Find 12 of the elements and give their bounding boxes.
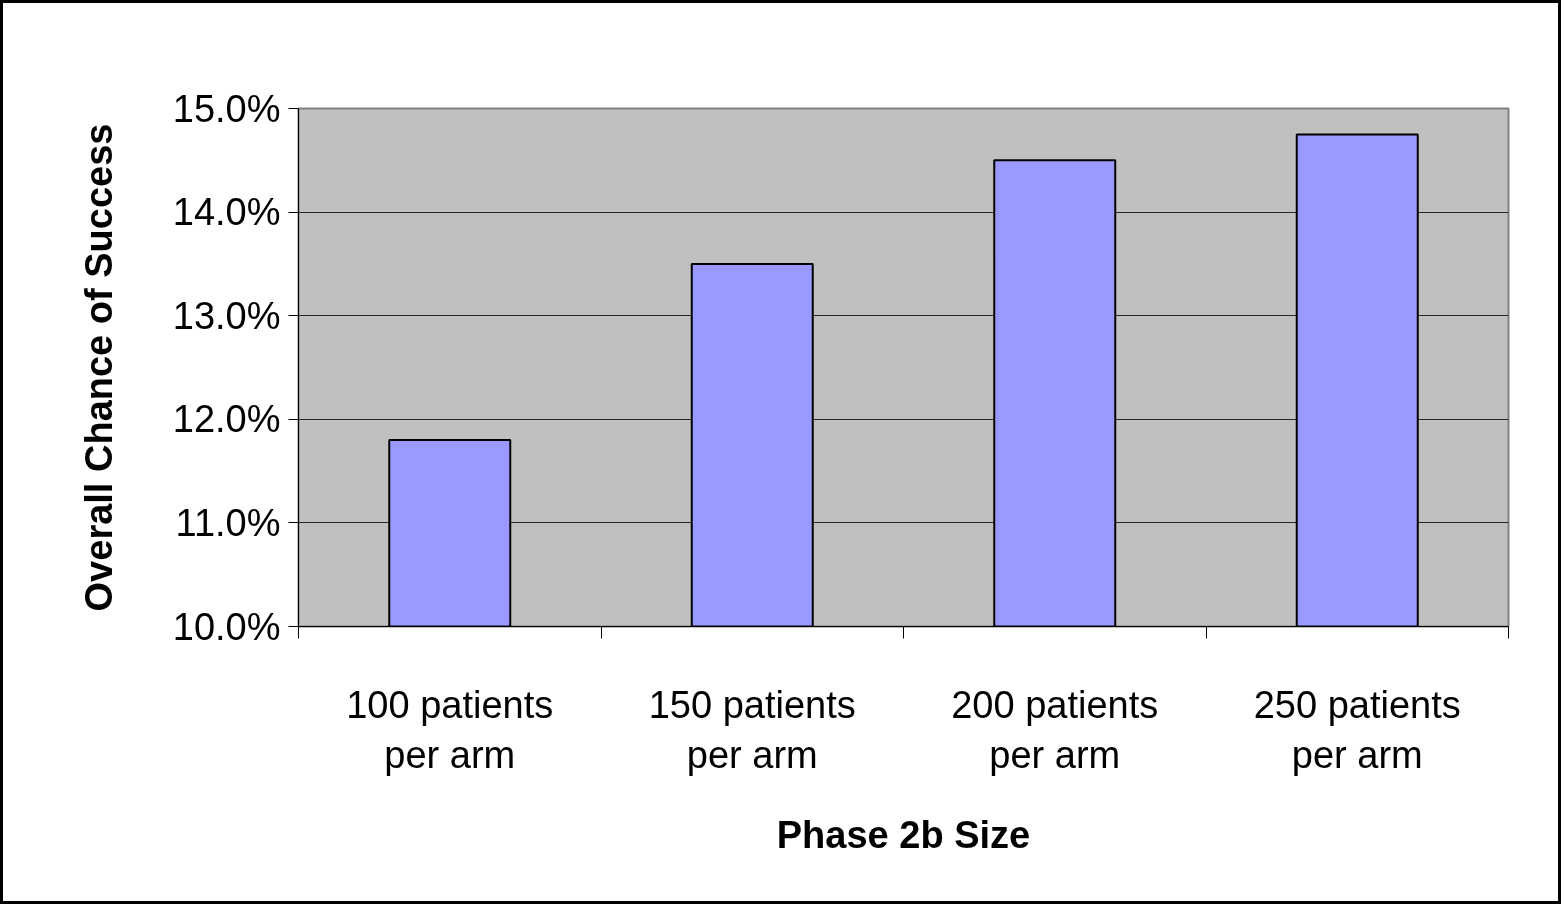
y-tick-label: 11.0% — [175, 501, 281, 544]
y-tick-label: 13.0% — [172, 294, 281, 337]
y-tick-label: 15.0% — [172, 87, 281, 130]
y-tick-label: 10.0% — [172, 605, 281, 648]
x-tick-label: 150 patients per arm — [648, 683, 856, 776]
x-tick-label: 250 patients per arm — [1253, 683, 1461, 776]
y-tick-label: 14.0% — [172, 191, 281, 234]
y-axis-title: Overall Chance of Success — [77, 123, 120, 612]
x-axis-title: Phase 2b Size — [776, 813, 1031, 856]
x-tick-label: 200 patients per arm — [951, 683, 1159, 776]
x-tick-label: 100 patients per arm — [346, 683, 554, 776]
y-tick-label: 12.0% — [172, 398, 281, 441]
